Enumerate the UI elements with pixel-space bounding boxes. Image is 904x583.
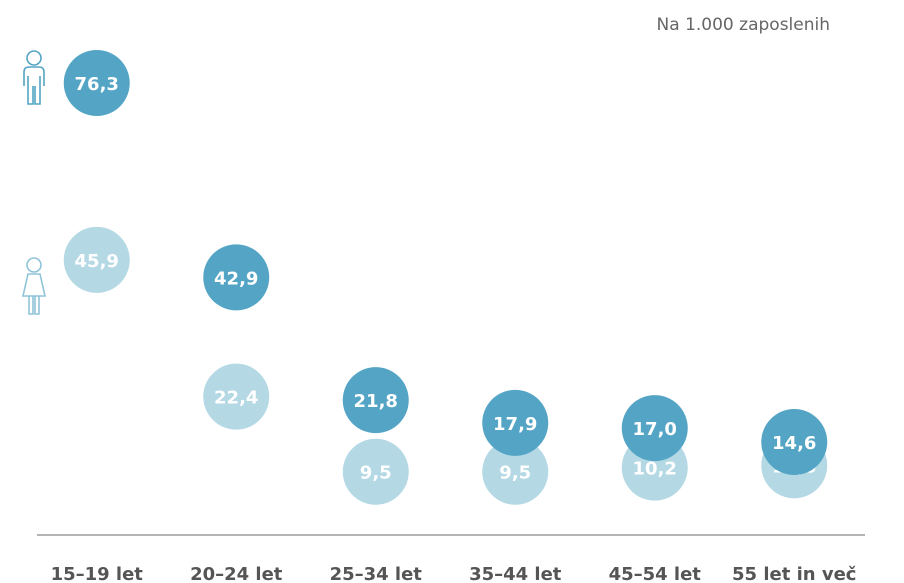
dot xyxy=(63,226,130,293)
dot xyxy=(203,244,270,311)
female-icon xyxy=(21,257,47,315)
dot xyxy=(342,367,409,434)
x-tick-label: 55 let in več xyxy=(732,564,856,583)
x-tick-label: 25–34 let xyxy=(330,564,423,583)
value-label: 21,8 xyxy=(354,391,398,412)
value-label: 17,0 xyxy=(633,419,677,440)
dot xyxy=(482,389,549,456)
x-tick-label: 20–24 let xyxy=(190,564,283,583)
value-label: 9,5 xyxy=(360,463,392,484)
dot xyxy=(63,50,130,116)
dot xyxy=(482,438,549,505)
value-label: 9,5 xyxy=(499,463,531,484)
dot xyxy=(761,409,828,476)
subtitle: Na 1.000 zaposlenih xyxy=(657,15,830,35)
x-tick-label: 45–54 let xyxy=(609,564,702,583)
dot xyxy=(203,363,270,430)
value-label: 17,9 xyxy=(493,414,537,435)
value-label: 22,4 xyxy=(214,388,258,409)
value-label: 42,9 xyxy=(214,268,258,289)
male-icon xyxy=(23,50,45,105)
dot xyxy=(342,438,409,505)
x-tick-label: 35–44 let xyxy=(469,564,562,583)
value-label: 45,9 xyxy=(75,251,119,272)
x-tick-label: 15–19 let xyxy=(51,564,144,583)
value-label: 10,2 xyxy=(633,459,677,480)
value-label: 14,6 xyxy=(772,433,816,454)
dot xyxy=(621,395,688,462)
value-label: 76,3 xyxy=(75,74,119,95)
